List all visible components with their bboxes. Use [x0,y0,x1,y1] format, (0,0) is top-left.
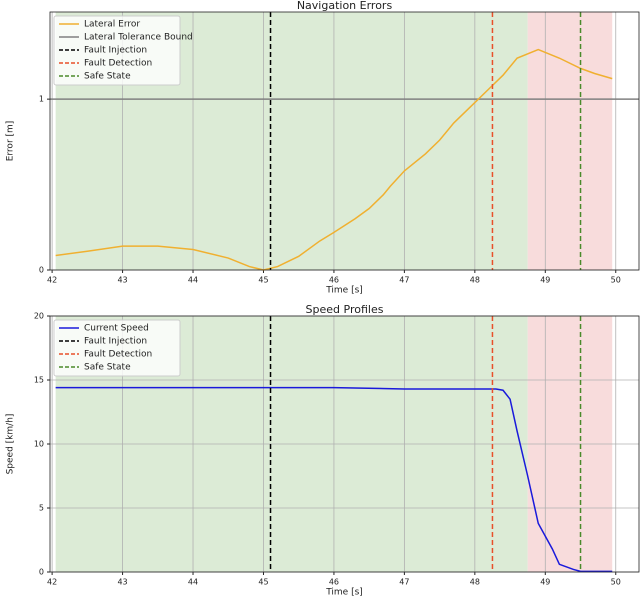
legend-label: Safe State [84,363,131,373]
legend-label: Fault Injection [84,337,147,347]
x-axis-label: Time [s] [325,286,363,296]
x-tick-label: 45 [258,276,268,285]
x-tick-label: 48 [470,578,480,587]
chart-title: Speed Profiles [306,303,384,316]
data-line [55,386,613,573]
legend-box [53,15,181,86]
y-tick-label: 5 [39,504,44,513]
legend: Current Speed Fault Injection Fault Detect… [53,319,181,377]
x-axis-label: Time [s] [325,588,363,596]
axes-frame [49,11,640,271]
legend-label: Fault Detection [84,350,152,360]
x-tick-label: 49 [540,578,550,587]
x-tick-label: 44 [188,276,198,285]
x-tick-label: 47 [399,276,409,285]
chart-title: Navigation Errors [297,0,393,12]
plot: 42 43 44 45 46 47 48 49 50 0 5 10 15 20 Speed Profiles… [6,303,640,596]
x-tick-label: 43 [117,578,127,587]
y-tick-label: 0 [39,266,44,275]
y-tick-label: 20 [34,312,44,321]
x-tick-label: 50 [611,578,621,587]
y-tick-label: 10 [34,440,44,449]
x-tick-label: 46 [329,276,339,285]
axes-frame [49,315,640,573]
y-axis-label: Error [m] [6,121,16,162]
legend: Lateral Error Lateral Tolerance Bound Faul… [53,15,193,86]
x-tick-label: 49 [540,276,550,285]
y-tick-label: 0 [39,568,44,577]
x-tick-label: 45 [258,578,268,587]
legend-label: Fault Injection [84,46,147,56]
shaded-region [527,12,613,270]
legend-box [53,319,181,377]
legend-label: Safe State [84,72,131,82]
x-tick-label: 44 [188,578,198,587]
plot: 42 43 44 45 46 47 48 49 50 0 1 Navigation Errors Tim… [6,0,640,296]
x-tick-label: 48 [470,276,480,285]
legend-label: Current Speed [84,324,149,334]
x-tick-label: 42 [47,578,57,587]
x-tick-label: 46 [329,578,339,587]
x-tick-label: 43 [117,276,127,285]
legend-label: Lateral Tolerance Bound [84,33,193,43]
x-tick-label: 50 [611,276,621,285]
y-tick-label: 15 [34,376,44,385]
legend-label: Lateral Error [84,20,140,30]
y-axis-label: Speed [km/h] [6,414,16,475]
legend-label: Fault Detection [84,59,152,69]
x-tick-label: 47 [399,578,409,587]
x-tick-label: 42 [47,276,57,285]
data-line [55,48,613,271]
y-tick-label: 1 [39,95,44,104]
